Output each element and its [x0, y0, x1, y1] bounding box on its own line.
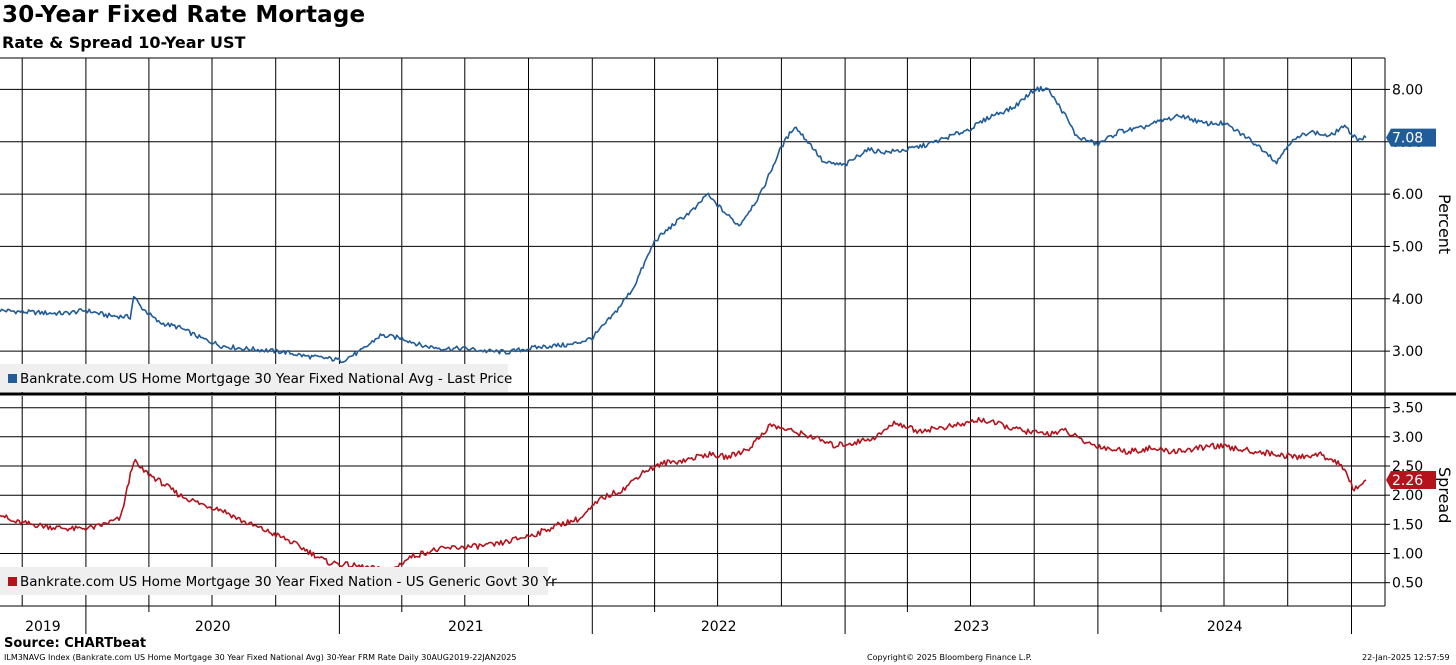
y-tick-label: 0.50 — [1392, 576, 1423, 592]
spread-last-value-badge-text: 2.26 — [1392, 473, 1423, 489]
y-tick-label: 5.00 — [1392, 239, 1423, 255]
rate-legend-label: Bankrate.com US Home Mortgage 30 Year Fi… — [20, 371, 512, 387]
rate-legend-swatch — [8, 374, 17, 383]
y-tick-label: 8.00 — [1392, 82, 1423, 98]
footer-timestamp: 22-Jan-2025 12:57:59 — [1362, 653, 1450, 662]
y-tick-label: 4.00 — [1392, 292, 1423, 308]
top-axis-title: Percent — [1435, 194, 1454, 254]
legends: Bankrate.com US Home Mortgage 30 Year Fi… — [0, 364, 557, 595]
x-year-label: 2023 — [954, 619, 990, 635]
spread-line — [0, 416, 1367, 574]
spread-series — [0, 416, 1367, 574]
footer-copyright: Copyright© 2025 Bloomberg Finance L.P. — [867, 653, 1032, 662]
x-year-label: 2021 — [448, 619, 484, 635]
x-year-label: 2022 — [701, 619, 737, 635]
y-tick-label: 1.50 — [1392, 517, 1423, 533]
y-tick-label: 1.00 — [1392, 547, 1423, 563]
y-tick-label: 2.00 — [1392, 488, 1423, 504]
rate-last-value-badge-text: 7.08 — [1392, 131, 1423, 147]
chart-subtitle: Rate & Spread 10-Year UST — [2, 33, 246, 52]
x-year-label: 2020 — [195, 619, 231, 635]
y-tick-label: 3.50 — [1392, 401, 1423, 417]
panel-frame — [0, 57, 1456, 607]
spread-legend-label: Bankrate.com US Home Mortgage 30 Year Fi… — [20, 574, 557, 590]
y-tick-label: 3.00 — [1392, 430, 1423, 446]
y-tick-label: 6.00 — [1392, 187, 1423, 203]
axes: 8.007.006.005.004.003.003.503.002.502.00… — [25, 82, 1454, 635]
rate-last-value-badge — [1386, 128, 1436, 147]
spread-legend-swatch — [8, 577, 17, 586]
spread-legend-box — [0, 567, 548, 595]
bottom-panel-grid — [0, 396, 1385, 606]
source-note: Source: CHARTbeat — [4, 636, 147, 651]
footer-index-description: ILM3NAVG Index (Bankrate.com US Home Mor… — [4, 653, 517, 662]
x-year-label: 2024 — [1207, 619, 1243, 635]
rate-line — [0, 85, 1367, 364]
x-year-label: 2019 — [25, 619, 61, 635]
rate-series — [0, 85, 1367, 364]
spread-last-value-badge — [1386, 471, 1436, 489]
y-tick-label: 3.00 — [1392, 344, 1423, 360]
top-panel-grid — [0, 58, 1385, 393]
chart-title: 30-Year Fixed Rate Mortage — [2, 2, 366, 28]
rate-legend-box — [0, 364, 508, 392]
bottom-axis-title: Spread — [1435, 467, 1454, 523]
